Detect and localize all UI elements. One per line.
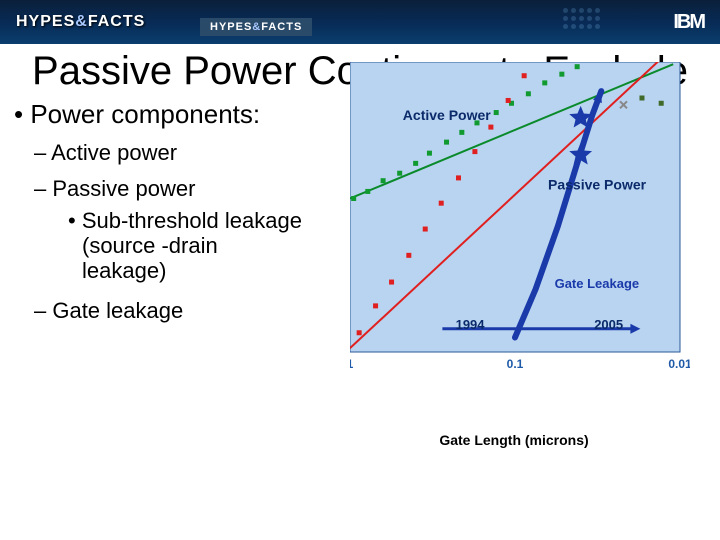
chart-region: Power Density (W/cm²) Gate Length (micro…: [314, 92, 712, 532]
hypes-facts-badge-small: HYPES&FACTS: [200, 18, 312, 36]
power-density-chart: 10001001010.10.010.00110.10.01Active Pow…: [350, 62, 690, 382]
bullet-list: • Power components: – Active power – Pas…: [8, 92, 308, 532]
hypes-facts-badge: HYPES&FACTS: [16, 13, 145, 31]
x-axis-label: Gate Length (microns): [439, 432, 588, 448]
bullet-gate-leakage: – Gate leakage: [8, 298, 308, 324]
slide-root: HYPES&FACTS HYPES&FACTS IBM Passive Powe…: [0, 0, 720, 540]
bullet-power-components: • Power components:: [8, 100, 308, 130]
svg-text:2005: 2005: [594, 317, 623, 332]
chart-wrap: Power Density (W/cm²) Gate Length (micro…: [314, 62, 714, 402]
bullet-passive-power: – Passive power: [8, 176, 308, 202]
ibm-logo: IBM: [673, 11, 704, 34]
svg-text:0.1: 0.1: [507, 357, 524, 371]
bullet-active-power: – Active power: [8, 140, 308, 166]
svg-text:Passive Power: Passive Power: [548, 177, 647, 193]
svg-text:Gate Leakage: Gate Leakage: [555, 276, 640, 291]
badge-amp: &: [75, 13, 88, 30]
svg-text:0.01: 0.01: [668, 357, 690, 371]
svg-text:1: 1: [350, 357, 354, 371]
svg-text:1994: 1994: [456, 317, 486, 332]
slide-body: • Power components: – Active power – Pas…: [0, 92, 720, 540]
badge-facts: FACTS: [88, 13, 145, 30]
badge-hypes: HYPES: [16, 13, 75, 30]
header-bar: HYPES&FACTS HYPES&FACTS IBM: [0, 0, 720, 44]
header-dots-icon: [563, 8, 600, 29]
svg-text:Active Power: Active Power: [403, 107, 491, 123]
bullet-subthreshold: • Sub-threshold leakage (source -drain l…: [8, 208, 308, 284]
